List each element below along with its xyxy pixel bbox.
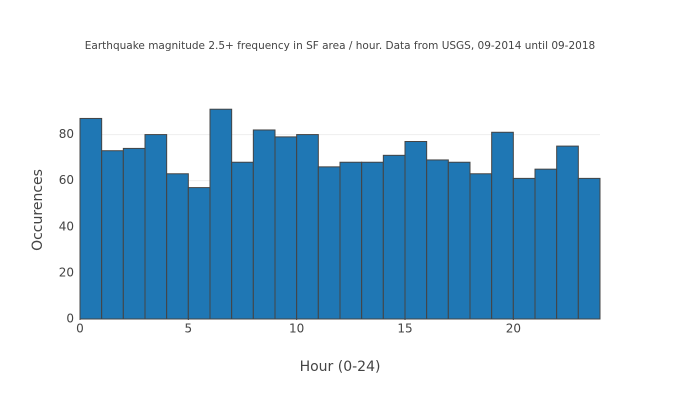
bar <box>404 140 428 320</box>
y-tick-label: 80 <box>59 127 74 141</box>
bar <box>447 161 471 320</box>
y-tick-label: 20 <box>59 265 74 279</box>
bar <box>491 131 514 320</box>
y-tick-label: 0 <box>66 312 74 326</box>
bar <box>361 161 384 320</box>
y-axis-label: Occurences <box>30 169 46 251</box>
x-tick-label: 0 <box>76 322 84 336</box>
bar <box>122 147 146 320</box>
y-tick-label: 40 <box>59 219 74 233</box>
bar <box>209 108 233 320</box>
bar <box>101 150 124 320</box>
bar <box>296 134 319 320</box>
bar <box>317 166 341 320</box>
y-tick-label: 60 <box>59 173 74 187</box>
bar <box>426 159 449 320</box>
x-tick-label: 15 <box>397 322 412 336</box>
bar <box>166 173 189 320</box>
bar <box>512 177 536 320</box>
bar <box>469 173 493 320</box>
bar <box>252 129 276 320</box>
x-tick-label: 5 <box>185 322 193 336</box>
bar <box>144 134 168 320</box>
bar <box>382 154 406 320</box>
bar <box>231 161 254 320</box>
bar <box>577 177 601 320</box>
x-axis-label: Hour (0-24) <box>300 359 381 375</box>
x-tick-label: 20 <box>506 322 521 336</box>
bar <box>274 136 298 320</box>
bar <box>339 161 363 320</box>
chart-title: Earthquake magnitude 2.5+ frequency in S… <box>85 40 595 52</box>
bar <box>187 187 211 320</box>
bar <box>556 145 579 320</box>
bar <box>79 117 103 320</box>
bar <box>534 168 558 320</box>
x-tick-label: 10 <box>289 322 304 336</box>
